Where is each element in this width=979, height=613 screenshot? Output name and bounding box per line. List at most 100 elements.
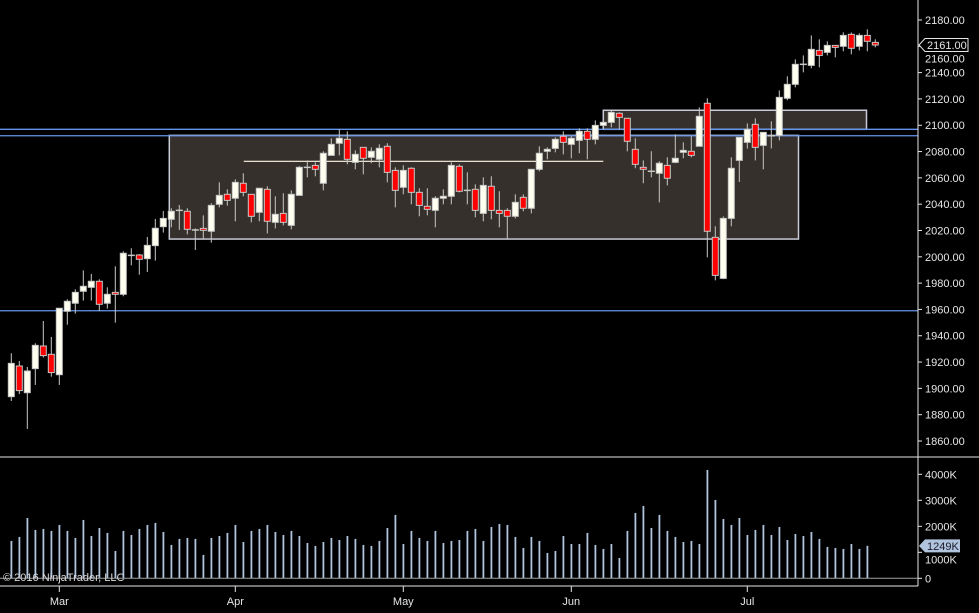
volume-bar (274, 531, 277, 579)
candle (663, 157, 671, 186)
candle (351, 150, 359, 170)
volume-bar (730, 524, 733, 579)
candle-body (223, 193, 231, 201)
volume-bar (498, 523, 501, 579)
volume-bar (722, 518, 725, 579)
candle-body (335, 137, 343, 144)
candle-body (487, 185, 495, 211)
candle-body (287, 193, 295, 226)
price-tick-label: 1940.00 (925, 331, 965, 343)
price-tick-label: 2040.00 (925, 199, 965, 211)
volume-bar (370, 545, 373, 579)
candle-body (271, 213, 279, 223)
candle (567, 136, 575, 159)
volume-bar (538, 540, 541, 579)
candle (431, 196, 439, 228)
volume-bar (26, 517, 29, 579)
volume-tick-label: 4000K (925, 469, 957, 481)
candle-body (423, 205, 431, 210)
volume-bar (322, 541, 325, 579)
candle-body (207, 204, 215, 232)
volume-tick-label: 1000K (925, 554, 957, 566)
candle (175, 204, 183, 230)
candle (719, 216, 727, 280)
candle-body (455, 165, 463, 192)
volume-bar (778, 526, 781, 579)
candle-body (551, 138, 559, 149)
candle (583, 128, 591, 160)
volume-bar (218, 535, 221, 579)
candle-body (519, 196, 527, 209)
candle (767, 121, 775, 149)
volume-bar (90, 535, 93, 579)
volume-bar (250, 530, 253, 579)
candle-body (535, 152, 543, 170)
copyright-text: © 2016 NinjaTrader, LLC (3, 572, 125, 584)
volume-bar (658, 514, 661, 579)
volume-bar (418, 537, 421, 579)
candle-body (15, 365, 23, 392)
candle (639, 160, 647, 184)
candle-body (439, 195, 447, 199)
volume-bar (34, 529, 37, 579)
candle-body (63, 300, 71, 312)
volume-bar (314, 545, 317, 579)
volume-bar (66, 530, 69, 579)
candle-body (623, 117, 631, 142)
price-tick-label: 1960.00 (925, 304, 965, 316)
volume-bar (154, 522, 157, 579)
candle-body (295, 166, 303, 196)
volume-bar (386, 527, 389, 579)
candle-body (583, 130, 591, 140)
volume-bar (122, 530, 125, 579)
candle-body (199, 227, 207, 231)
candle (735, 136, 743, 182)
volume-marker-arrow (919, 539, 960, 553)
current-volume-label: 1249K (927, 541, 959, 553)
volume-bar (770, 534, 773, 579)
candle-body (743, 128, 751, 143)
candle (407, 167, 415, 205)
resistance-box[interactable] (602, 109, 868, 131)
volume-bar (98, 527, 101, 579)
volume-bar (842, 548, 845, 579)
candle (391, 167, 399, 208)
candle (119, 251, 127, 297)
candle (359, 146, 367, 175)
candle (423, 188, 431, 216)
candle-body (575, 130, 583, 141)
candle-body (775, 96, 783, 136)
volume-bar (178, 538, 181, 579)
volume-bar (450, 540, 453, 579)
candle-body (679, 149, 687, 153)
volume-bar (266, 524, 269, 579)
volume-bar (202, 554, 205, 579)
price-tick-label: 2160.00 (925, 53, 965, 65)
candle (599, 121, 607, 130)
candle-body (79, 285, 87, 292)
candle-body (607, 111, 615, 123)
volume-bar (786, 539, 789, 579)
candle (207, 203, 215, 243)
price-tick-label: 2080.00 (925, 147, 965, 159)
volume-bar (10, 540, 13, 579)
month-label: Jun (562, 596, 580, 608)
candle (263, 186, 271, 234)
candle (703, 98, 711, 258)
candle (495, 191, 503, 228)
volume-bar (466, 530, 469, 579)
candle-body (55, 307, 63, 376)
candle-body (559, 135, 567, 143)
volume-bar (234, 524, 237, 579)
candle-body (823, 44, 831, 53)
candle-body (711, 236, 719, 276)
candle (343, 131, 351, 165)
candle-body (727, 167, 735, 219)
volume-bar (186, 537, 189, 579)
candle (503, 208, 511, 239)
candle (87, 273, 95, 301)
candle (711, 226, 719, 281)
volume-bars (10, 469, 869, 579)
month-label: Mar (50, 596, 69, 608)
